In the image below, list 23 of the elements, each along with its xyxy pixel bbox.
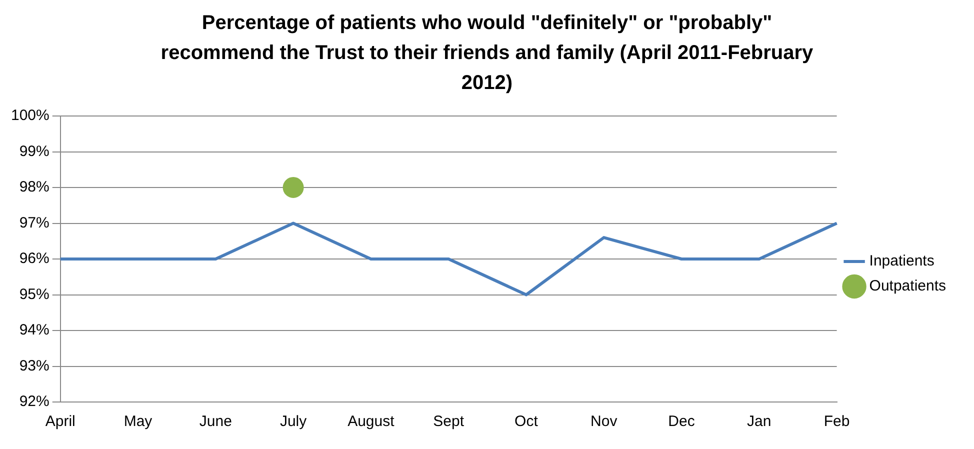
y-tick-label: 96% bbox=[19, 250, 50, 268]
x-tick-label: Nov bbox=[590, 413, 618, 430]
x-tick-label: Sept bbox=[433, 413, 465, 430]
y-tick-label: 99% bbox=[19, 142, 50, 160]
x-tick-label: June bbox=[199, 413, 232, 430]
x-tick-label: April bbox=[45, 413, 76, 430]
y-tick-label: 100% bbox=[10, 107, 50, 124]
y-tick-label: 93% bbox=[19, 357, 50, 374]
x-tick-label: Oct bbox=[514, 413, 539, 430]
x-tick-label: Feb bbox=[824, 413, 850, 430]
y-tick-label: 95% bbox=[19, 286, 50, 303]
x-tick-label: Dec bbox=[668, 413, 696, 430]
x-tick-label: Jan bbox=[747, 413, 772, 430]
x-tick-label: August bbox=[348, 413, 396, 430]
legend-label: Outpatients bbox=[869, 278, 946, 295]
x-tick-label: May bbox=[124, 413, 153, 430]
x-tick-label: July bbox=[280, 413, 308, 430]
y-tick-label: 92% bbox=[19, 393, 50, 410]
chart-title: Percentage of patients who would "definitely" or "probably" recommend the Trust to their friends and family (April 2011-February 2012) bbox=[160, 11, 814, 96]
y-tick-label: 97% bbox=[19, 214, 50, 232]
legend-label: Inpatients bbox=[869, 252, 934, 270]
y-tick-label: 94% bbox=[19, 322, 50, 339]
y-tick-label: 98% bbox=[19, 178, 50, 196]
